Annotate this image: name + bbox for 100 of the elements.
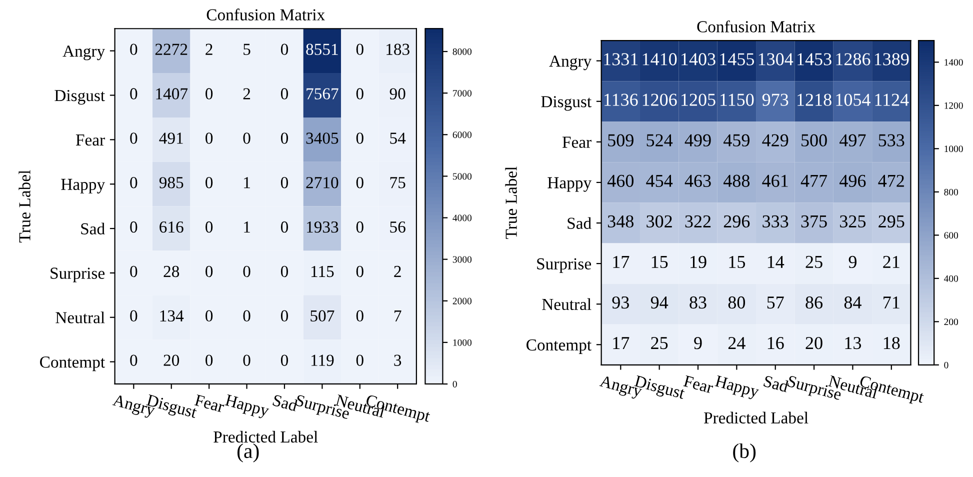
data-label: 0 bbox=[130, 132, 138, 144]
data-label: 325 bbox=[840, 215, 866, 228]
data-label: 616 bbox=[160, 221, 184, 233]
data-label: 1403 bbox=[682, 53, 716, 66]
data-label: 2 bbox=[394, 266, 401, 277]
data-label: 90 bbox=[390, 88, 406, 100]
x-axis-title: Predicted Label bbox=[214, 430, 318, 443]
data-label: 5 bbox=[244, 44, 250, 55]
data-label: 0 bbox=[206, 177, 213, 188]
y-tick-label: Sad bbox=[81, 222, 105, 234]
data-label: 56 bbox=[390, 221, 406, 233]
data-label: 1218 bbox=[798, 94, 832, 106]
data-label: 348 bbox=[608, 215, 634, 228]
y-tick-label: Disgust bbox=[54, 90, 105, 105]
data-label: 1054 bbox=[836, 94, 870, 106]
data-label: 17 bbox=[613, 256, 630, 268]
data-label: 2 bbox=[206, 44, 212, 55]
y-tick-label: Disgust bbox=[541, 96, 592, 111]
data-label: 15 bbox=[652, 256, 668, 268]
data-label: 0 bbox=[280, 44, 288, 55]
data-label: 1206 bbox=[642, 94, 677, 106]
data-label: 985 bbox=[159, 177, 184, 188]
data-label: 302 bbox=[646, 215, 672, 228]
data-label: 71 bbox=[884, 296, 900, 308]
data-label: 119 bbox=[311, 354, 334, 366]
data-label: 86 bbox=[806, 296, 823, 309]
color-bar-label: 0 bbox=[452, 380, 457, 388]
y-tick-label: Contempt bbox=[526, 339, 592, 354]
data-label: 134 bbox=[160, 310, 184, 322]
color-bar-label: 200 bbox=[944, 318, 958, 326]
data-label: 0 bbox=[356, 132, 364, 144]
data-label: 94 bbox=[650, 296, 668, 309]
data-label: 21 bbox=[883, 256, 900, 268]
data-label: 115 bbox=[311, 266, 334, 278]
data-label: 75 bbox=[390, 177, 406, 188]
data-label: 496 bbox=[840, 174, 866, 187]
data-label: 1150 bbox=[720, 94, 754, 106]
data-label: 0 bbox=[206, 221, 213, 233]
data-label: 488 bbox=[723, 174, 750, 187]
color-bar-label: 600 bbox=[944, 232, 958, 239]
data-label: 0 bbox=[280, 266, 288, 278]
color-bar-label: 1400 bbox=[944, 59, 963, 66]
data-label: 1 bbox=[244, 222, 250, 233]
color-bar-label: 1000 bbox=[944, 146, 963, 152]
data-label: 499 bbox=[684, 134, 711, 146]
data-label: 0 bbox=[130, 310, 138, 322]
color-bar-label: 8000 bbox=[452, 48, 472, 55]
color-bar-label: 800 bbox=[944, 188, 958, 196]
data-label: 0 bbox=[280, 177, 288, 188]
data-label: 13 bbox=[845, 337, 862, 350]
data-label: 80 bbox=[728, 296, 746, 309]
data-label: 0 bbox=[206, 132, 213, 144]
data-label: 54 bbox=[390, 132, 406, 144]
data-label: 1407 bbox=[156, 88, 188, 100]
text: (b) bbox=[733, 443, 756, 462]
y-tick-label: Happy bbox=[548, 177, 592, 192]
x-tick-label: Happy bbox=[714, 375, 760, 401]
data-label: 18 bbox=[884, 336, 900, 350]
data-label: 20 bbox=[164, 354, 180, 366]
data-label: 1136 bbox=[604, 94, 638, 106]
data-label: 0 bbox=[130, 177, 138, 188]
data-label: 84 bbox=[844, 296, 862, 309]
data-label: 8551 bbox=[306, 44, 338, 55]
y-tick-label: Fear bbox=[562, 136, 592, 148]
data-label: 1455 bbox=[720, 53, 754, 66]
chart-title: Confusion Matrix bbox=[206, 8, 325, 20]
color-bar-label: 0 bbox=[944, 362, 948, 368]
data-label: 2272 bbox=[155, 44, 188, 55]
data-label: 57 bbox=[767, 296, 784, 309]
data-label: 0 bbox=[206, 354, 213, 366]
data-label: 454 bbox=[646, 174, 673, 187]
data-label: 461 bbox=[762, 174, 788, 187]
data-label: 2 bbox=[243, 88, 250, 100]
data-label: 83 bbox=[690, 296, 706, 309]
data-label: 533 bbox=[878, 134, 904, 146]
data-label: 0 bbox=[243, 354, 250, 366]
data-label: 16 bbox=[768, 337, 784, 350]
data-label: 183 bbox=[386, 44, 410, 55]
y-tick-label: Angry bbox=[549, 56, 592, 70]
color-bar-label: 3000 bbox=[452, 256, 472, 263]
color-bar-label: 6000 bbox=[452, 132, 472, 138]
y-tick-label: Angry bbox=[62, 46, 106, 60]
data-label: 973 bbox=[762, 94, 788, 106]
data-label: 1 bbox=[244, 177, 250, 188]
data-label: 500 bbox=[802, 134, 827, 146]
data-label: 497 bbox=[840, 134, 866, 146]
data-label: 1286 bbox=[836, 53, 870, 66]
data-label: 333 bbox=[762, 215, 788, 228]
data-label: 322 bbox=[685, 215, 711, 228]
data-label: 28 bbox=[164, 266, 180, 278]
y-tick-label: Surprise bbox=[50, 268, 105, 282]
y-axis-title: True Label bbox=[505, 166, 517, 239]
data-label: 9 bbox=[694, 337, 702, 350]
y-tick-label: Neutral bbox=[542, 298, 592, 310]
x-axis-title: Predicted Label bbox=[704, 412, 808, 424]
data-label: 0 bbox=[280, 310, 288, 322]
data-label: 0 bbox=[356, 44, 364, 55]
data-label: 472 bbox=[878, 174, 904, 187]
data-label: 0 bbox=[356, 310, 364, 322]
data-label: 25 bbox=[651, 337, 668, 350]
